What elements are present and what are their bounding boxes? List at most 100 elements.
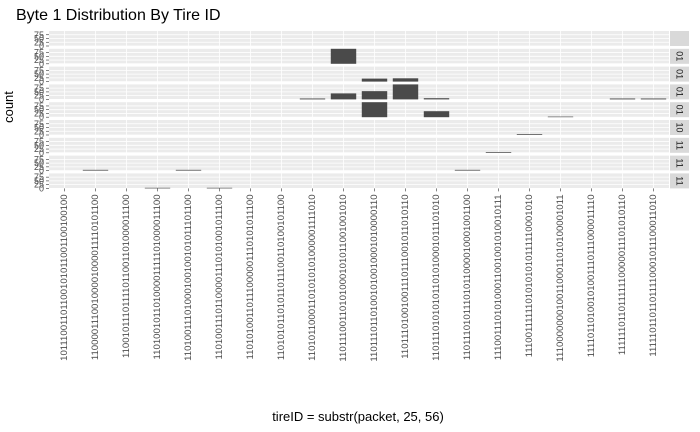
x-tick-label: 11001011101111011001101000011100 xyxy=(121,194,132,358)
bar xyxy=(423,111,450,118)
x-tick-label: 11100111111010101010111110001010 xyxy=(524,194,535,357)
y-tick-label: 25 xyxy=(34,162,44,172)
y-tick-label: 50 xyxy=(34,34,44,44)
y-tick-label: 0 xyxy=(39,59,44,69)
y-tick-label: 50 xyxy=(34,123,44,133)
y-tick-label: 25 xyxy=(34,108,44,118)
facet-strip-label: 11 xyxy=(675,176,685,185)
y-tick-label: 75 xyxy=(34,137,44,147)
x-tick-label: 11100000001001100011010100001011 xyxy=(555,194,566,361)
y-tick-label: 75 xyxy=(34,172,44,182)
facet-strip xyxy=(670,48,689,64)
x-tick-label: 11000011100100001000011110101100 xyxy=(90,194,101,360)
bar xyxy=(609,98,636,100)
facet-strip-label: 11 xyxy=(675,141,685,150)
bar xyxy=(330,48,357,64)
y-tick-label: 25 xyxy=(34,180,44,190)
y-tick-label: 0 xyxy=(39,77,44,87)
facet-strip-label: 11 xyxy=(675,158,685,167)
x-tick-label: 11010100110111000001110101011100 xyxy=(245,194,256,359)
x-tick-label: 11011101010101101010001011101010 xyxy=(431,194,442,360)
bar xyxy=(361,78,388,82)
x-tick-label: 11010110001101010101000001111010 xyxy=(307,194,318,360)
bar xyxy=(423,98,450,100)
bar xyxy=(330,93,357,100)
y-tick-label: 0 xyxy=(39,41,44,51)
bar xyxy=(516,134,543,135)
y-tick-label: 75 xyxy=(34,119,44,129)
bar xyxy=(547,116,574,118)
y-tick-label: 75 xyxy=(34,65,44,75)
y-tick-label: 25 xyxy=(34,37,44,47)
bar xyxy=(361,102,388,118)
y-tick-label: 50 xyxy=(34,105,44,115)
y-tick-label: 0 xyxy=(39,130,44,140)
y-tick-label: 25 xyxy=(34,55,44,65)
facet-strip-label: 01 xyxy=(675,87,685,97)
y-tick-label: 75 xyxy=(34,83,44,93)
y-tick-label: 0 xyxy=(39,94,44,104)
bar xyxy=(392,78,419,82)
facet-strip xyxy=(670,84,689,100)
bar xyxy=(454,169,481,171)
chart-title: Byte 1 Distribution By Tire ID xyxy=(16,7,221,24)
x-tick-label: 11110110100101001110111000011110 xyxy=(586,194,597,357)
x-tick-label: 11010101101011011100110100101100 xyxy=(276,194,287,360)
x-tick-labels: 10111001101100101011001100100100 11000011… xyxy=(59,188,659,362)
bar xyxy=(361,91,388,100)
bar xyxy=(640,98,667,100)
y-tick-label: 75 xyxy=(34,30,44,40)
bar xyxy=(175,169,202,171)
facet-strip xyxy=(670,66,689,82)
x-tick-label: 11111011011011110001011100011010 xyxy=(648,194,659,356)
y-tick-label: 50 xyxy=(34,69,44,79)
bar xyxy=(144,187,171,189)
y-tick-label: 25 xyxy=(34,73,44,83)
y-tick-label: 50 xyxy=(34,87,44,97)
bar xyxy=(485,152,512,153)
y-tick-label: 75 xyxy=(34,154,44,164)
y-tick-label: 50 xyxy=(34,158,44,168)
y-tick-label: 0 xyxy=(39,148,44,158)
x-tick-label: 11011101001001110111001011010110 xyxy=(400,194,411,358)
x-tick-label: 11010011101100001110101001011100 xyxy=(214,194,225,359)
bar xyxy=(206,187,233,189)
facet-strip xyxy=(670,137,689,153)
bar xyxy=(299,98,326,100)
y-tick-label: 0 xyxy=(39,166,44,176)
facet-strip-label: 01 xyxy=(675,105,685,115)
y-tick-label: 25 xyxy=(34,126,44,136)
y-tick-label: 75 xyxy=(34,48,44,58)
facet-strip xyxy=(670,31,689,46)
y-tick-label: 25 xyxy=(34,144,44,154)
x-tick-label: 11011101011101011000010001001100 xyxy=(462,194,473,360)
x-tick-label: 11011101101001010010001010000110 xyxy=(369,194,380,361)
x-axis-title: tireID = substr(packet, 25, 56) xyxy=(272,409,444,424)
facet-strip-label: 01 xyxy=(675,69,685,79)
y-tick-label: 25 xyxy=(34,91,44,101)
facet-strip xyxy=(670,155,689,171)
facet-strip xyxy=(670,120,689,135)
facet-strip-label: 10 xyxy=(675,122,685,132)
y-tick-label: 50 xyxy=(34,140,44,150)
facet-strip-label: 01 xyxy=(675,51,685,61)
x-tick-label: 11100111010100011001001010010111 xyxy=(493,194,504,360)
x-tick-label: 11011100110101000101011001001010 xyxy=(338,194,349,361)
y-tick-label: 50 xyxy=(34,51,44,61)
y-axis-title: count xyxy=(1,91,16,123)
x-tick-label: 11111101101111110000011101010110 xyxy=(617,194,628,355)
x-tick-label: 11010011101000100100101011101100 xyxy=(183,194,194,360)
x-tick-label: 10111001101100101011001100100100 xyxy=(59,194,70,360)
y-tick-label: 0 xyxy=(39,112,44,122)
